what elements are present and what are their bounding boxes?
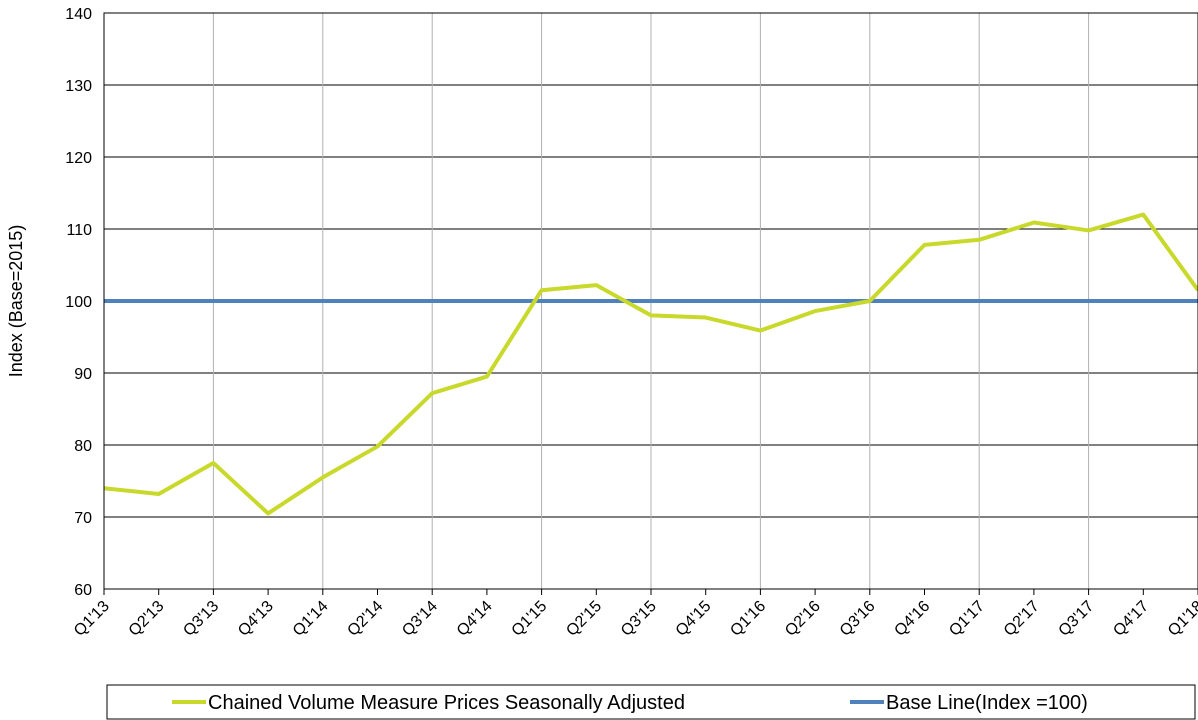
x-tick-label: Q1'18 [1165, 598, 1198, 640]
x-tick-label: Q4'15 [673, 598, 715, 640]
series-line-chained-volume [103, 212, 1198, 516]
series-lines [103, 212, 1198, 516]
x-tick-label: Q4'14 [454, 598, 496, 640]
x-axis-ticks: Q1'13 Q2'13 Q3'13 Q4'13 Q1'14 Q2'14 Q3'14 Q4'14… [71, 589, 1198, 640]
y-tick-label: 110 [66, 222, 92, 239]
x-tick-label: Q2'13 [126, 598, 168, 640]
x-tick-label: Q2'14 [344, 598, 386, 640]
y-axis-label: Index (Base=2015) [6, 225, 26, 378]
legend-item-base-line: Base Line(Index =100) [886, 692, 1088, 714]
x-tick-label: Q2'16 [782, 598, 824, 640]
x-tick-label: Q3'14 [399, 598, 441, 640]
plot-frame [103, 12, 1198, 590]
x-tick-label: Q4'13 [235, 598, 277, 640]
x-tick-label: Q4'16 [891, 598, 933, 640]
x-tick-label: Q3'13 [180, 598, 222, 640]
legend: Chained Volume Measure Prices Seasonally… [106, 684, 1196, 720]
y-tick-label: 140 [65, 6, 92, 23]
y-tick-label: 100 [65, 294, 92, 311]
y-tick-label: 120 [65, 150, 92, 167]
x-tick-label: Q3'16 [837, 598, 879, 640]
y-axis-ticks: 60 70 80 90 100 110 120 130 140 [65, 6, 92, 599]
legend-box [106, 684, 1196, 720]
y-tick-label: 60 [74, 582, 92, 599]
legend-item-chained-volume: Chained Volume Measure Prices Seasonally… [208, 692, 685, 714]
x-tick-label: Q3'15 [618, 598, 660, 640]
x-tick-label: Q2'15 [563, 598, 605, 640]
x-tick-label: Q4'17 [1110, 598, 1152, 640]
x-tick-label: Q3'17 [1056, 598, 1098, 640]
y-tick-label: 90 [74, 366, 92, 383]
y-tick-label: 70 [74, 510, 92, 527]
x-tick-label: Q1'17 [946, 598, 988, 640]
x-tick-label: Q1'13 [71, 598, 113, 640]
y-tick-label: 130 [65, 78, 92, 95]
x-tick-label: Q1'16 [727, 598, 769, 640]
y-tick-label: 80 [74, 438, 92, 455]
x-tick-label: Q2'17 [1001, 598, 1043, 640]
x-tick-label: Q1'14 [290, 598, 332, 640]
x-tick-label: Q1'15 [509, 598, 551, 640]
